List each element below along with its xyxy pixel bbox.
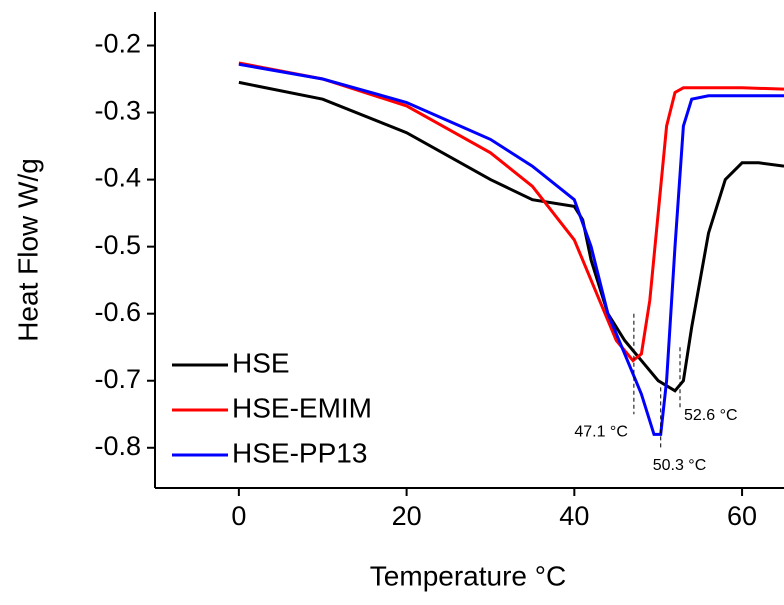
x-tick-label: 0: [231, 501, 246, 531]
x-tick-label: 40: [559, 501, 589, 531]
legend-label: HSE: [232, 347, 290, 378]
x-tick-label: 20: [392, 501, 422, 531]
data-line: [238, 80, 784, 393]
x-axis-title: Temperature °C: [370, 560, 566, 591]
annotation: 50.3 °C: [653, 457, 707, 474]
y-axis-title: Heat Flow W/g: [12, 158, 43, 342]
annotation: 52.6 °C: [684, 407, 738, 424]
annotation: 47.1 °C: [574, 423, 628, 440]
data-line: [238, 62, 784, 436]
y-tick-label: -0.4: [94, 163, 141, 193]
y-tick-label: -0.6: [94, 297, 141, 327]
x-tick-label: 60: [727, 501, 757, 531]
data-line: [238, 61, 784, 363]
y-tick-label: -0.3: [94, 96, 141, 126]
y-tick-label: -0.5: [94, 230, 141, 260]
y-tick-label: -0.2: [94, 29, 141, 59]
y-tick-label: -0.8: [94, 431, 141, 461]
legend-label: HSE-PP13: [232, 437, 367, 468]
y-tick-label: -0.7: [94, 364, 141, 394]
legend-label: HSE-EMIM: [232, 392, 372, 423]
